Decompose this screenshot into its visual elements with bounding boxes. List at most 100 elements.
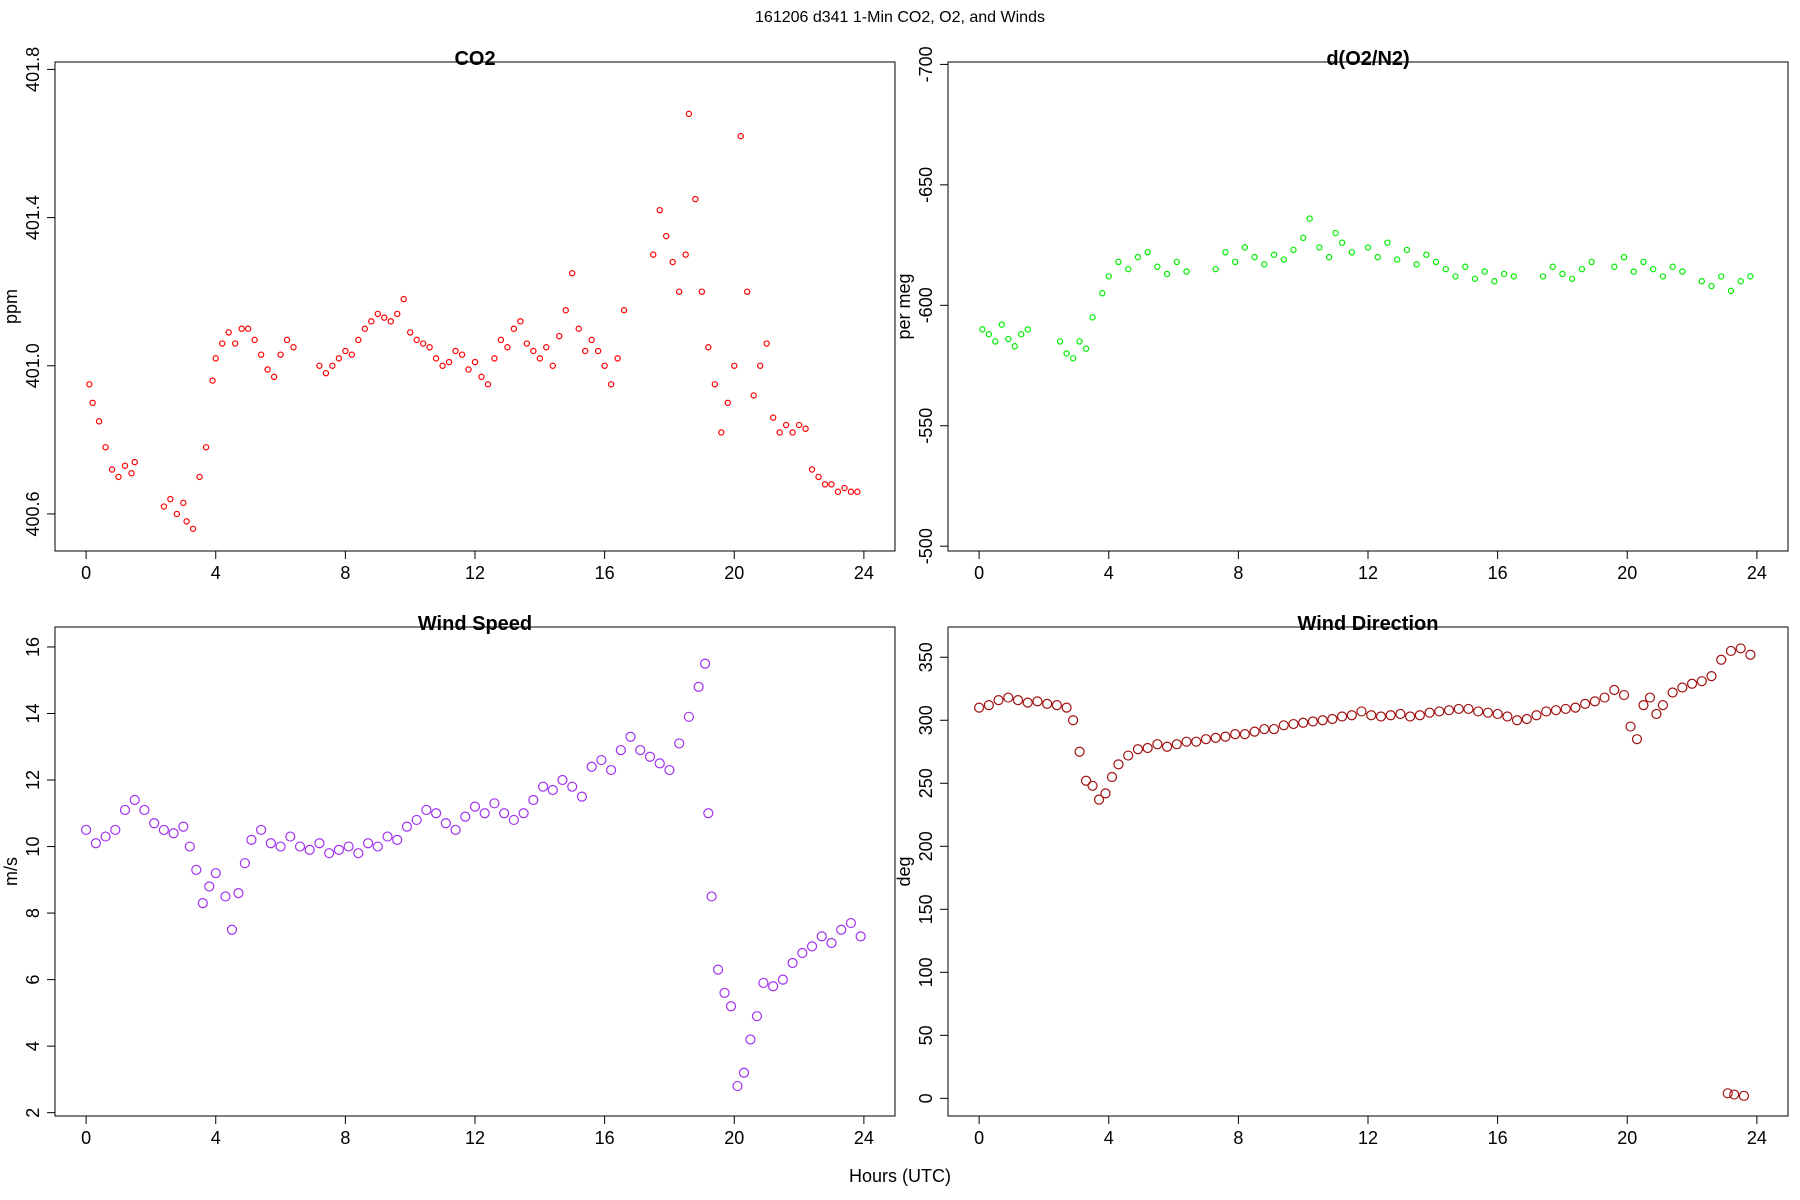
wdir-point	[1106, 771, 1118, 783]
wspd-point	[712, 964, 724, 975]
wspd-ylabel: m/s	[1, 857, 21, 886]
wspd-point	[479, 808, 490, 819]
wspd-point	[285, 831, 296, 842]
o2-point	[1231, 258, 1239, 266]
co2-point	[257, 351, 265, 358]
co2-xtick-label: 20	[724, 563, 744, 583]
wspd-point	[625, 731, 636, 742]
wdir-point	[1161, 741, 1173, 752]
co2-xtick-label: 8	[340, 563, 350, 583]
wdir-point	[1745, 649, 1756, 660]
wdir-point	[1638, 700, 1649, 711]
wspd-point	[411, 814, 422, 826]
o2-point	[1588, 258, 1595, 266]
wdir-point	[1152, 739, 1163, 750]
co2-point	[675, 288, 683, 295]
o2-point	[1251, 253, 1258, 261]
o2-point	[1018, 331, 1025, 338]
co2-point	[283, 336, 291, 344]
wdir-point	[1113, 759, 1124, 770]
co2-point	[650, 251, 657, 258]
co2-point	[614, 355, 621, 362]
co2-xtick-label: 0	[81, 563, 91, 583]
wspd-point	[664, 764, 675, 776]
wdir-ytick-label: 350	[916, 642, 936, 672]
wspd-point	[275, 841, 286, 852]
wspd-point	[233, 888, 244, 899]
wdir-xtick-label: 16	[1488, 1128, 1508, 1148]
o2-point	[1403, 246, 1411, 254]
o2-point	[1747, 273, 1754, 280]
wspd-point	[576, 791, 588, 802]
wdir-point	[1463, 703, 1474, 715]
wspd-point	[100, 831, 111, 842]
co2-point	[669, 258, 676, 266]
co2-point	[89, 399, 96, 407]
o2-point	[1270, 251, 1278, 258]
wspd-xtick-label: 24	[854, 1128, 874, 1148]
co2-point	[834, 488, 842, 495]
wdir-point	[1132, 744, 1144, 755]
co2-point	[251, 336, 258, 344]
co2-xtick-label: 24	[854, 563, 874, 583]
o2-point	[1348, 249, 1355, 256]
wdir-point	[1051, 700, 1062, 711]
co2-xtick-label: 4	[211, 563, 221, 583]
co2-point	[789, 429, 796, 436]
co2-point	[86, 381, 93, 388]
wspd-point	[421, 804, 432, 816]
wspd-point	[158, 824, 169, 836]
wspd-point	[220, 891, 231, 902]
wspd-point	[855, 931, 866, 942]
wspd-point	[440, 818, 451, 829]
co2-point	[847, 488, 855, 495]
o2-point	[1183, 268, 1190, 275]
wdir-xtick-label: 8	[1233, 1128, 1243, 1148]
co2-point	[731, 362, 738, 369]
o2-point	[1481, 268, 1488, 275]
co2-point	[342, 347, 349, 355]
wspd-point	[178, 821, 189, 832]
wdir-title: Wind Direction	[1298, 613, 1439, 635]
wdir-point	[1123, 750, 1134, 761]
wdir-ytick-label: 100	[916, 957, 936, 987]
o2-point	[1393, 256, 1401, 263]
co2-point	[510, 325, 518, 332]
wdir-point	[1735, 643, 1746, 654]
figure-xlabel: Hours (UTC)	[849, 1166, 951, 1186]
wspd-point	[816, 931, 827, 942]
co2-point	[238, 325, 245, 332]
wspd-point	[745, 1034, 756, 1045]
o2-point	[1241, 244, 1249, 251]
wdir-point	[1220, 731, 1231, 742]
co2-point	[769, 414, 777, 421]
wdir-point	[1599, 692, 1610, 703]
wdir-ytick-label: 250	[916, 768, 936, 798]
o2-point	[992, 338, 999, 345]
wspd-point	[751, 1011, 763, 1022]
wspd-point	[787, 957, 798, 969]
co2-point	[374, 310, 381, 318]
o2-ytick-label: -600	[916, 287, 936, 323]
o2-xtick-label: 12	[1358, 563, 1378, 583]
o2-title: d(O2/N2)	[1326, 48, 1409, 70]
o2-point	[1005, 335, 1012, 343]
o2-point	[1338, 239, 1346, 246]
co2-point	[131, 458, 138, 466]
wdir-ytick-label: 200	[916, 831, 936, 861]
wspd-point	[706, 891, 717, 902]
o2-point	[1669, 263, 1676, 270]
wdir-point	[1511, 715, 1523, 726]
co2-xtick-label: 16	[595, 563, 615, 583]
wspd-point	[304, 844, 315, 855]
wspd-point	[392, 834, 403, 845]
co2-point	[782, 421, 790, 429]
co2-point	[212, 355, 219, 362]
o2-point	[1325, 253, 1333, 261]
wspd-point	[654, 758, 665, 769]
o2-point	[1737, 278, 1744, 285]
co2-point	[705, 344, 712, 351]
wdir-point	[1385, 710, 1396, 721]
wdir-point	[1181, 736, 1192, 747]
wspd-point	[460, 811, 471, 822]
